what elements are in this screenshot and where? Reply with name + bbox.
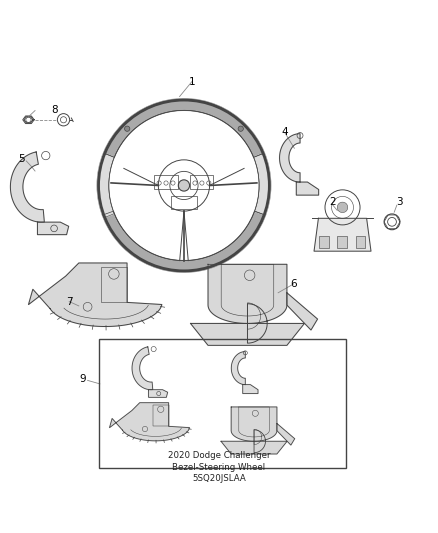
Text: 9: 9 bbox=[79, 374, 86, 384]
Polygon shape bbox=[277, 424, 295, 445]
Polygon shape bbox=[132, 347, 153, 390]
Text: 6: 6 bbox=[290, 279, 297, 289]
Circle shape bbox=[124, 126, 130, 131]
Polygon shape bbox=[104, 99, 264, 157]
Polygon shape bbox=[314, 219, 371, 251]
Circle shape bbox=[337, 202, 348, 213]
Polygon shape bbox=[110, 403, 190, 441]
Text: 5: 5 bbox=[18, 154, 25, 164]
Polygon shape bbox=[231, 352, 245, 385]
Bar bbox=[153, 405, 169, 426]
Bar bbox=[319, 236, 328, 248]
Polygon shape bbox=[243, 385, 258, 393]
Bar bbox=[101, 266, 127, 302]
Circle shape bbox=[238, 126, 244, 131]
Polygon shape bbox=[103, 211, 265, 272]
Polygon shape bbox=[28, 263, 162, 327]
Bar bbox=[356, 236, 365, 248]
Polygon shape bbox=[11, 152, 44, 222]
Bar bbox=[191, 175, 213, 189]
Polygon shape bbox=[279, 134, 300, 182]
Polygon shape bbox=[296, 182, 319, 195]
Text: 4: 4 bbox=[281, 127, 288, 138]
Polygon shape bbox=[98, 153, 114, 218]
Polygon shape bbox=[231, 407, 277, 453]
Bar bbox=[99, 339, 346, 468]
Polygon shape bbox=[221, 441, 287, 454]
Polygon shape bbox=[38, 222, 69, 235]
Text: 7: 7 bbox=[66, 296, 73, 306]
Bar bbox=[155, 175, 177, 189]
Polygon shape bbox=[287, 293, 318, 330]
Polygon shape bbox=[191, 324, 304, 345]
Polygon shape bbox=[208, 264, 287, 343]
Bar bbox=[337, 236, 347, 248]
Text: 2020 Dodge Challenger
Bezel-Steering Wheel
5SQ20JSLAA: 2020 Dodge Challenger Bezel-Steering Whe… bbox=[168, 451, 270, 483]
Bar bbox=[171, 196, 197, 208]
Text: 2: 2 bbox=[329, 197, 336, 207]
Polygon shape bbox=[254, 153, 270, 215]
Circle shape bbox=[178, 180, 190, 191]
Polygon shape bbox=[148, 390, 168, 397]
Text: 3: 3 bbox=[396, 197, 403, 207]
Text: 1: 1 bbox=[188, 77, 195, 87]
Text: 8: 8 bbox=[51, 104, 58, 115]
